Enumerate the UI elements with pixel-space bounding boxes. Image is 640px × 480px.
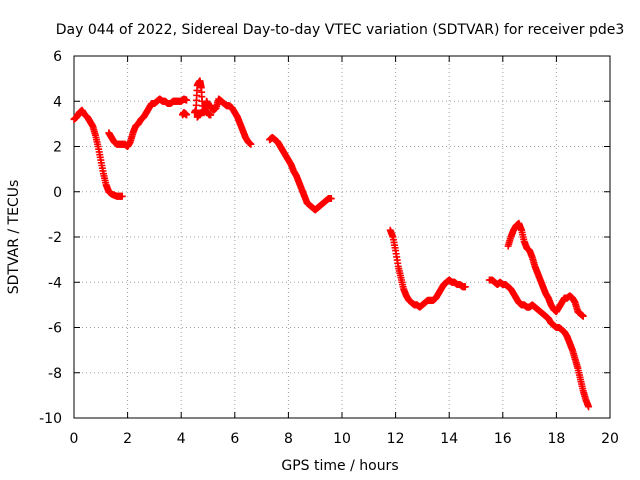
plot-border xyxy=(73,55,611,419)
series-pass-9 xyxy=(485,276,593,411)
data-point xyxy=(207,111,215,119)
series-pass-8 xyxy=(386,226,469,311)
data-point xyxy=(183,96,191,104)
data-point xyxy=(585,403,593,411)
y-tick-label: 6 xyxy=(53,49,62,65)
data-point xyxy=(183,111,191,119)
x-tick-label: 20 xyxy=(601,431,619,447)
series-pass-10 xyxy=(504,219,587,320)
series-pass-7 xyxy=(266,133,335,214)
x-tick-labels: 0 2 4 6 8 10 12 14 16 18 20 xyxy=(70,431,619,447)
series-pass-6 xyxy=(207,95,255,148)
chart-title: Day 044 of 2022, Sidereal Day-to-day VTE… xyxy=(56,22,625,38)
x-tick-label: 6 xyxy=(230,431,239,447)
x-tick-label: 4 xyxy=(177,431,186,447)
y-tick-label: -4 xyxy=(48,275,62,291)
x-tick-label: 10 xyxy=(333,431,351,447)
y-tick-label: 4 xyxy=(53,94,62,110)
x-tick-label: 0 xyxy=(70,431,79,447)
series-pass-1 xyxy=(70,106,126,200)
data-point xyxy=(247,140,255,148)
series-pass-5 xyxy=(193,106,215,121)
y-tick-label: -6 xyxy=(48,321,62,337)
y-tick-label: -10 xyxy=(39,411,62,427)
y-tick-labels: 6 4 2 0 -2 -4 -6 -8 -10 xyxy=(39,49,62,427)
data-point xyxy=(327,195,335,203)
x-tick-label: 14 xyxy=(440,431,458,447)
y-axis-label: SDTVAR / TECUs xyxy=(6,180,22,295)
data-point xyxy=(461,283,469,291)
y-tick-label: 0 xyxy=(53,185,62,201)
data-point xyxy=(579,312,587,320)
x-tick-label: 2 xyxy=(123,431,132,447)
grid-lines xyxy=(74,56,610,418)
y-tick-label: -8 xyxy=(48,366,62,382)
x-tick-label: 18 xyxy=(547,431,565,447)
x-tick-label: 8 xyxy=(284,431,293,447)
x-axis-label: GPS time / hours xyxy=(281,458,398,474)
data-points xyxy=(70,77,593,411)
y-tick-label: 2 xyxy=(53,140,62,156)
series-pass-2 xyxy=(105,95,191,150)
x-tick-label: 12 xyxy=(387,431,405,447)
series-pass-3 xyxy=(179,109,191,119)
y-tick-label: -2 xyxy=(48,230,62,246)
data-point xyxy=(118,192,126,200)
x-tick-label: 16 xyxy=(494,431,512,447)
